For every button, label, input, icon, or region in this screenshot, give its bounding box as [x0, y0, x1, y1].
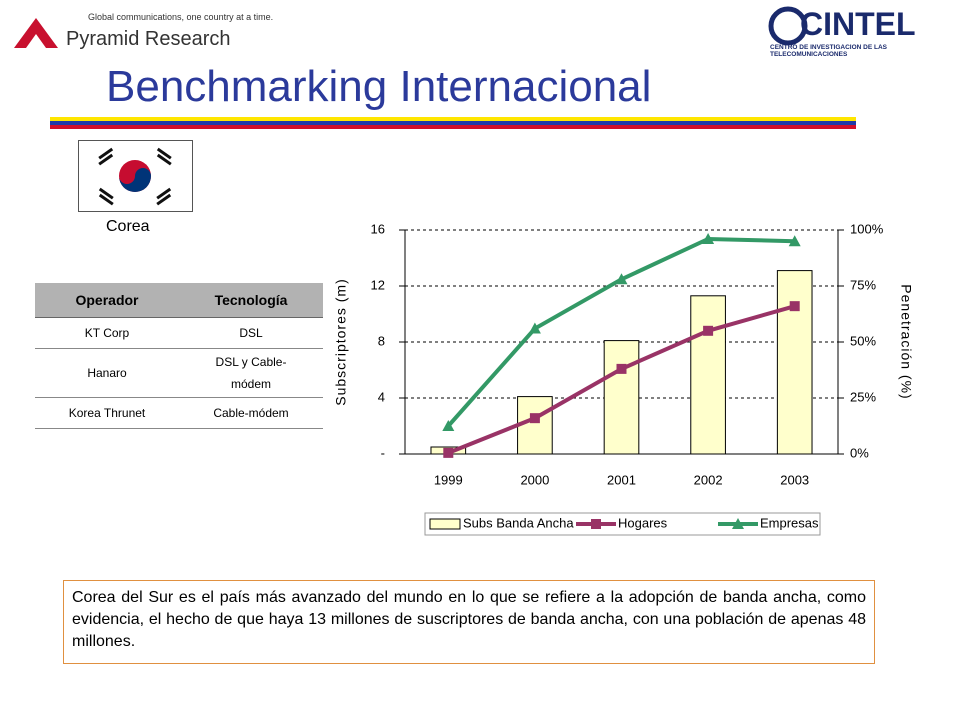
stripe — [50, 125, 856, 129]
cell: DSL — [179, 317, 323, 349]
x-tick-label: 2003 — [780, 472, 809, 487]
legend-label: Hogares — [618, 515, 668, 530]
brand: Pyramid Research — [66, 28, 231, 50]
flag — [78, 140, 193, 212]
legend-frame — [424, 512, 821, 536]
x-tick-label: 2001 — [607, 472, 636, 487]
column-header: Tecnología — [179, 283, 323, 318]
marker — [528, 322, 541, 334]
y2-tick-label: 25% — [850, 389, 876, 404]
cintel-mark — [768, 6, 808, 46]
cell: KT Corp — [35, 317, 179, 349]
partner: CINTEL — [800, 6, 916, 42]
cell: Cable-módem — [179, 397, 323, 429]
cell: DSL y Cable-módem — [179, 348, 323, 398]
marker — [789, 301, 800, 312]
marker — [529, 413, 540, 424]
legend-marker — [732, 518, 744, 529]
column-header: Operador — [35, 283, 179, 318]
legend-label: Subs Banda Ancha — [463, 515, 574, 530]
marker — [702, 232, 715, 244]
y2-tick-label: 100% — [850, 221, 884, 236]
y2-tick-label: 50% — [850, 333, 876, 348]
chart: - 4 8 12 16 0% 25% 50% 75% 100% Subscriptores (m) P… — [333, 221, 914, 536]
x-tick-label: 1999 — [434, 472, 463, 487]
y-tick-label: 16 — [371, 221, 385, 236]
y-tick-label: 8 — [378, 333, 385, 348]
stripe — [50, 117, 856, 121]
stripe — [50, 121, 856, 125]
tagline: Global communications, one country at a … — [88, 12, 274, 22]
marker — [442, 420, 455, 431]
country: Corea — [106, 218, 150, 235]
note: Corea del Sur es el país más avanzado de… — [63, 580, 875, 664]
legend-swatch — [429, 518, 461, 530]
cell: Korea Thrunet — [35, 397, 179, 429]
y-tick-label: 4 — [378, 389, 385, 404]
cell: Hanaro — [35, 348, 179, 398]
marker — [616, 363, 627, 374]
bar — [776, 270, 813, 455]
marker — [615, 273, 628, 285]
marker — [443, 447, 454, 458]
title: Benchmarking Internacional — [106, 62, 652, 111]
x-tick-label: 2000 — [520, 472, 549, 487]
marker — [703, 325, 714, 336]
partner-subtitle: CENTRO DE INVESTIGACION DE LAS TELECOMUN… — [770, 44, 888, 58]
legend-label: Empresas — [760, 515, 819, 530]
operator-table: Operador Tecnología KT Corp DSL Hanaro DSL … — [35, 283, 323, 429]
x-tick-label: 2002 — [694, 472, 723, 487]
y2-tick-label: 0% — [850, 445, 869, 460]
logo-mark — [14, 18, 58, 48]
y-axis-label: Subscriptores (m) — [333, 278, 349, 405]
y2-tick-label: 75% — [850, 277, 876, 292]
marker — [788, 235, 801, 247]
legend-marker — [591, 519, 601, 529]
bar — [603, 340, 640, 455]
y-tick-label: 12 — [371, 277, 385, 292]
y2-axis-label: Penetración (%) — [898, 284, 914, 399]
bar — [690, 295, 726, 455]
y-tick-label: - — [381, 445, 385, 460]
bar — [517, 396, 553, 455]
